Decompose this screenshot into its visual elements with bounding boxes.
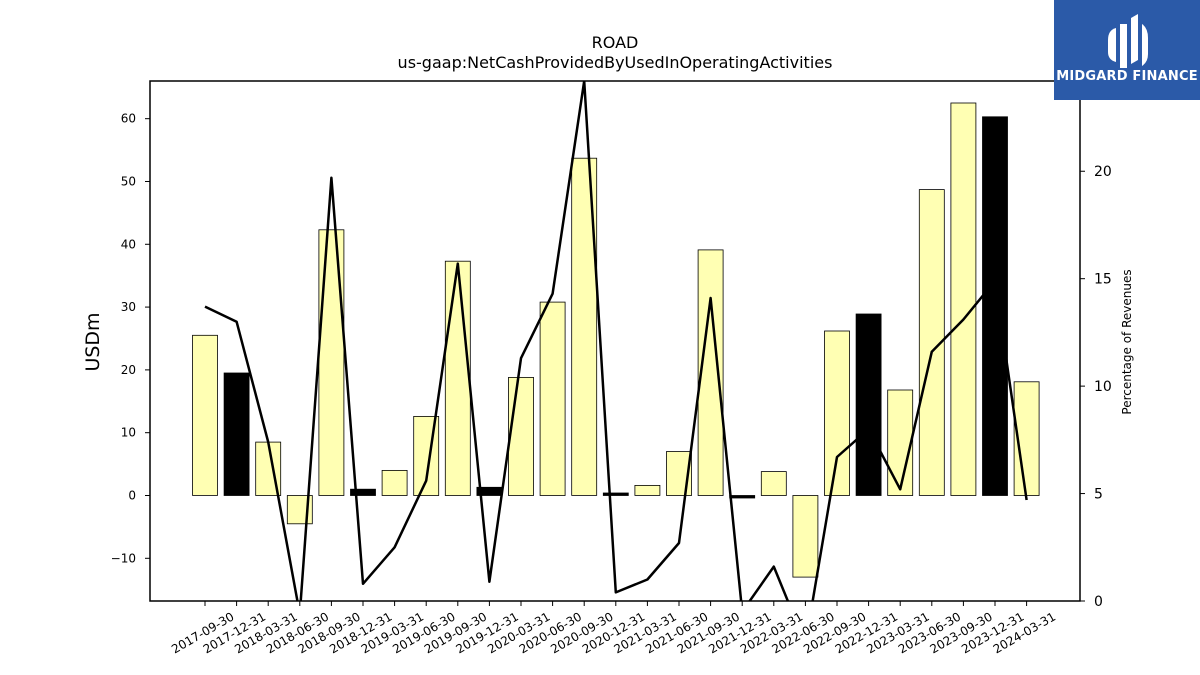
y2-axis-label: Percentage of Revenues [1120,269,1134,414]
bar-2020-12-31 [602,492,629,496]
bar-2023-09-30 [950,102,977,496]
bar-2020-09-30 [571,157,598,496]
y-tick-label: 20 [121,363,136,377]
y2-tick-label: 15 [1094,272,1112,288]
bar-2018-09-30 [318,229,345,496]
bar-2023-12-31 [982,116,1008,496]
y-tick-label: 50 [121,174,136,188]
y-tick-label: 40 [121,237,136,251]
ratio-line [204,81,1028,601]
bar-2019-09-30 [444,260,471,496]
bar-2020-03-31 [508,376,534,496]
midgard-logo-icon [1108,14,1148,68]
chart-subtitle: us-gaap:NetCashProvidedByUsedInOperating… [398,53,833,72]
bar-2022-03-31 [760,471,787,496]
y2-tick-label: 0 [1094,594,1103,610]
y-tick-label: −10 [111,551,136,565]
y2-tick-label: 20 [1094,164,1112,180]
brand-logo: MIDGARD FINANCE [1054,0,1200,100]
y-tick-label: 60 [121,112,136,126]
y-tick-label: 10 [121,426,136,440]
bar-2021-12-31 [729,495,756,499]
bar-2023-03-31 [887,389,914,496]
bar-2020-06-30 [539,301,566,496]
y2-tick-label: 5 [1094,487,1103,503]
y2-tick-label: 10 [1094,379,1112,395]
y-axis-label: USDm [82,312,104,371]
y-tick-label: 0 [128,488,136,502]
bar-2022-12-31 [855,313,882,496]
y-tick-label: 30 [121,300,136,314]
bar-2021-03-31 [634,484,661,496]
brand-name: MIDGARD FINANCE [1056,69,1198,84]
bar-2018-12-31 [350,488,376,496]
plot-frame [149,80,1081,602]
bar-2017-12-31 [223,372,250,496]
bar-2022-09-30 [824,330,850,496]
bar-2017-09-30 [192,334,218,496]
chart-title: ROAD [592,33,639,52]
bar-2022-06-30 [792,495,819,578]
bar-2019-03-31 [381,469,408,496]
